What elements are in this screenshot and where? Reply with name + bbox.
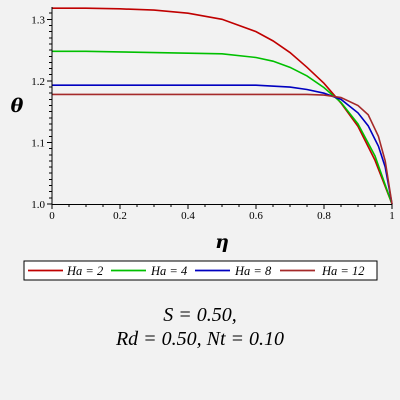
plot-area [52,7,392,204]
y-tick-label: 1.3 [31,14,45,26]
series-layer [52,7,393,205]
x-tick-label: 0.4 [181,210,195,222]
y-tick-label: 1.0 [31,199,45,211]
x-tick-label: 0.6 [249,210,263,222]
legend-label-1: Ha = 2 [66,264,103,278]
legend-label-3: Ha = 8 [234,264,272,278]
x-tick-label: 0 [49,210,55,222]
caption-line-2: Rd = 0.50, Nt = 0.10 [115,328,285,350]
x-axis-label: η [215,231,229,253]
legend-label-4: Ha = 12 [321,264,364,278]
axes-layer: 0 0.2 0.4 0.6 0.8 1 1.0 1.1 1.2 1.3 [31,7,395,222]
x-tick-label: 1 [389,210,395,222]
series-line-2 [52,50,393,205]
plot-background [52,7,392,204]
legend-label-2: Ha = 4 [150,264,187,278]
caption-line-1: S = 0.50, [163,304,237,326]
series-line-3 [52,84,393,205]
y-tick-label: 1.1 [31,137,45,149]
y-tick-label: 1.2 [31,76,45,88]
legend: Ha = 2 Ha = 4 Ha = 8 Ha = 12 [23,260,378,281]
x-tick-label: 0.8 [317,210,331,222]
series-line-4 [52,93,393,205]
y-axis-label: θ [11,95,24,117]
x-tick-label: 0.2 [113,210,127,222]
series-line-1 [52,7,393,205]
chart-svg: 0 0.2 0.4 0.6 0.8 11.01.11.21.3 η θ Ha = 2 Ha … [11,7,395,281]
